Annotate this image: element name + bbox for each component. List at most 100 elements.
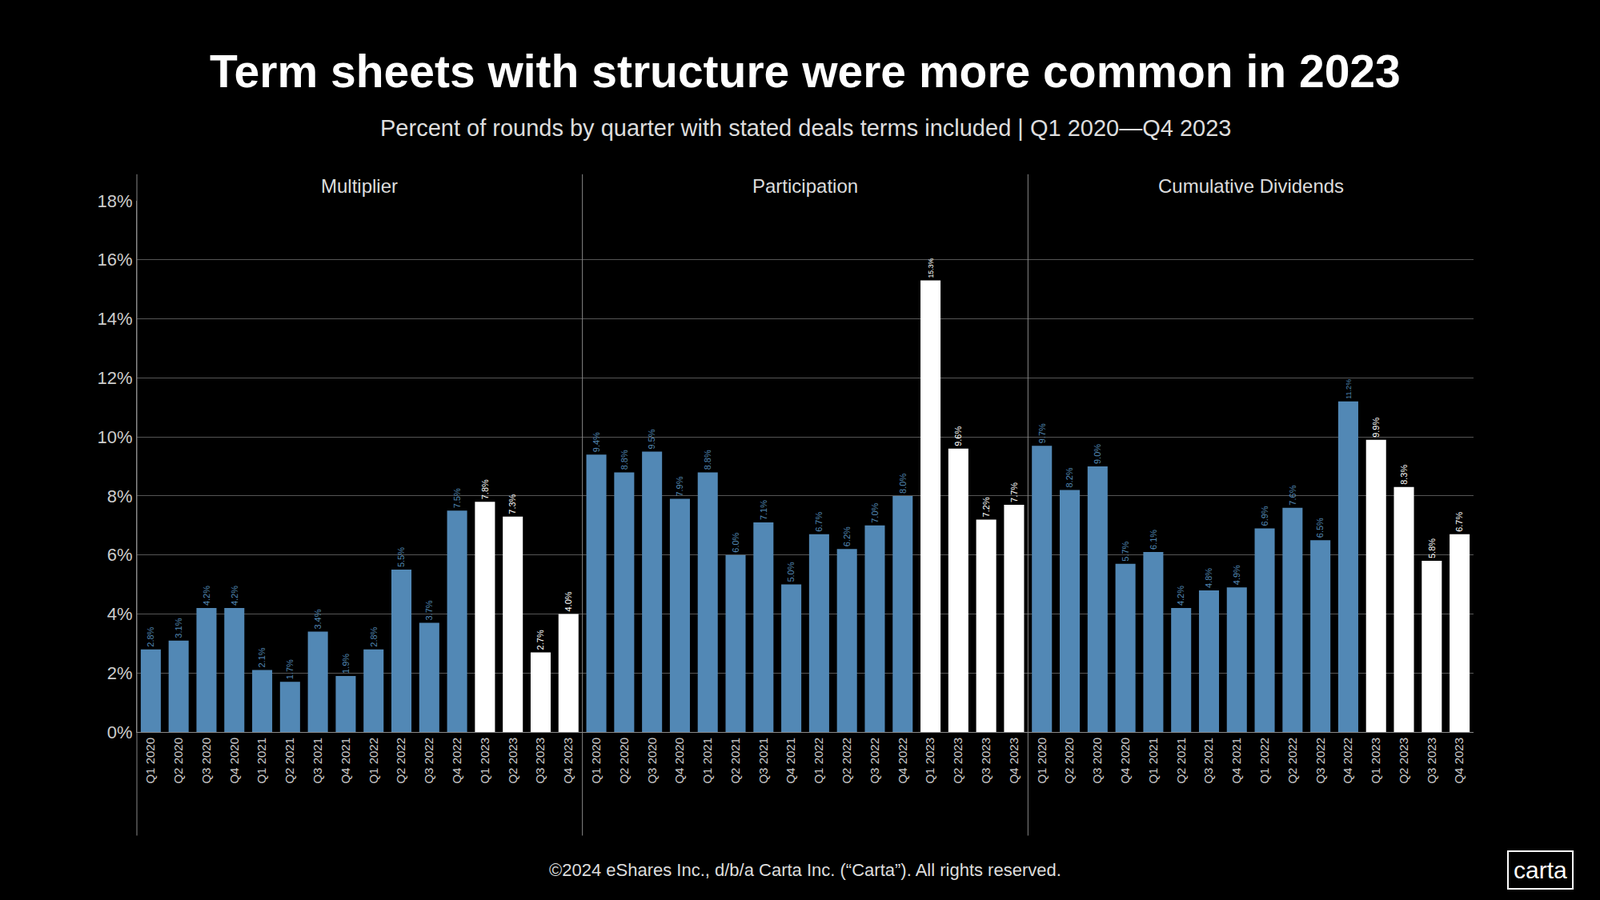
svg-text:9.5%: 9.5% [646,429,657,450]
svg-text:Q4 2023: Q4 2023 [1451,737,1466,785]
svg-text:Q3 2021: Q3 2021 [756,737,770,785]
svg-text:Q2 2021: Q2 2021 [728,737,742,785]
svg-text:5.0%: 5.0% [785,561,796,582]
svg-text:Q3 2021: Q3 2021 [1201,737,1216,785]
svg-text:Q3 2021: Q3 2021 [310,737,325,785]
svg-text:9.4%: 9.4% [591,432,602,453]
svg-text:Q4 2020: Q4 2020 [227,737,241,785]
svg-text:Q1 2023: Q1 2023 [1368,737,1383,785]
svg-text:6.7%: 6.7% [1454,512,1464,533]
svg-text:7.6%: 7.6% [1287,485,1298,506]
svg-text:12%: 12% [97,368,133,389]
svg-text:7.7%: 7.7% [1009,482,1019,503]
svg-text:9.7%: 9.7% [1037,423,1047,444]
svg-text:11.2%: 11.2% [1344,379,1353,400]
svg-text:4.0%: 4.0% [563,591,574,612]
svg-text:4.8%: 4.8% [1203,568,1214,589]
svg-text:Q3 2022: Q3 2022 [1313,737,1328,785]
svg-text:8.0%: 8.0% [898,473,908,494]
svg-text:Q1 2023: Q1 2023 [477,737,492,785]
svg-text:0%: 0% [107,722,133,743]
svg-text:15.3%: 15.3% [926,257,935,278]
svg-text:5.7%: 5.7% [1120,541,1131,562]
svg-text:7.9%: 7.9% [674,476,685,497]
svg-text:Q2 2023: Q2 2023 [505,737,520,785]
svg-text:Q2 2020: Q2 2020 [617,737,631,785]
svg-text:Q3 2020: Q3 2020 [199,737,213,785]
svg-text:Q3 2023: Q3 2023 [1424,737,1439,785]
svg-text:Q2 2022: Q2 2022 [1285,737,1300,785]
svg-text:Q4 2022: Q4 2022 [1340,737,1355,785]
svg-text:Q4 2021: Q4 2021 [338,737,353,785]
svg-text:6.9%: 6.9% [1259,505,1270,526]
svg-text:Q4 2020: Q4 2020 [672,737,686,785]
svg-text:carta: carta [1513,857,1568,884]
svg-text:7.5%: 7.5% [452,488,462,509]
svg-text:3.1%: 3.1% [173,617,184,638]
svg-text:7.1%: 7.1% [758,500,769,521]
svg-text:Cumulative Dividends: Cumulative Dividends [1158,175,1344,197]
svg-text:5.8%: 5.8% [1427,538,1437,559]
svg-text:6.0%: 6.0% [730,532,741,553]
svg-text:2.1%: 2.1% [256,647,267,668]
svg-text:7.8%: 7.8% [480,479,490,500]
svg-text:3.4%: 3.4% [312,609,323,630]
svg-text:Q1 2023: Q1 2023 [922,737,937,785]
svg-text:Q4 2023: Q4 2023 [561,737,575,785]
svg-text:2.8%: 2.8% [368,626,379,647]
svg-text:2.8%: 2.8% [145,626,156,647]
svg-text:Q4 2021: Q4 2021 [1229,737,1244,785]
svg-text:6.5%: 6.5% [1315,517,1325,538]
svg-text:Q3 2022: Q3 2022 [867,737,882,785]
svg-text:Q3 2023: Q3 2023 [533,737,547,785]
svg-text:Term sheets with structure wer: Term sheets with structure were more com… [209,45,1401,97]
svg-text:Q2 2023: Q2 2023 [1396,737,1411,785]
svg-text:6.2%: 6.2% [842,526,852,547]
svg-text:Multiplier: Multiplier [320,175,398,197]
svg-text:Q3 2023: Q3 2023 [978,737,993,785]
svg-text:Q4 2021: Q4 2021 [783,737,798,785]
svg-text:8.8%: 8.8% [702,449,713,470]
svg-text:7.2%: 7.2% [981,497,991,518]
svg-text:4%: 4% [107,604,133,625]
svg-text:Q3 2022: Q3 2022 [421,737,436,785]
svg-text:1.9%: 1.9% [340,653,351,674]
svg-text:Q2 2021: Q2 2021 [1174,737,1188,785]
svg-text:Q1 2021: Q1 2021 [1146,737,1160,785]
svg-text:Q2 2021: Q2 2021 [282,737,297,785]
svg-text:Percent of rounds by quarter w: Percent of rounds by quarter with stated… [380,115,1232,141]
svg-text:Q1 2022: Q1 2022 [366,737,381,785]
svg-text:8.3%: 8.3% [1399,465,1409,486]
svg-text:2.7%: 2.7% [535,629,546,650]
svg-text:8.2%: 8.2% [1064,467,1075,488]
svg-text:Q1 2021: Q1 2021 [254,737,269,785]
svg-text:Q2 2023: Q2 2023 [950,737,965,785]
svg-text:18%: 18% [97,191,133,212]
svg-text:Participation: Participation [752,175,859,197]
svg-text:Q2 2022: Q2 2022 [839,737,854,785]
svg-text:Q3 2020: Q3 2020 [645,737,659,785]
svg-text:4.2%: 4.2% [229,585,240,606]
svg-text:Q4 2020: Q4 2020 [1118,737,1132,785]
svg-text:6%: 6% [107,545,133,566]
svg-text:7.3%: 7.3% [507,493,518,514]
svg-text:Q1 2022: Q1 2022 [1257,737,1272,785]
svg-text:2%: 2% [107,663,133,684]
svg-text:1.7%: 1.7% [284,659,295,680]
svg-text:Q2 2020: Q2 2020 [1062,737,1076,785]
svg-text:Q1 2020: Q1 2020 [143,737,157,785]
svg-text:6.7%: 6.7% [814,512,824,533]
svg-text:8%: 8% [107,486,133,507]
svg-text:4.9%: 4.9% [1231,565,1242,586]
svg-text:9.0%: 9.0% [1092,444,1103,465]
svg-text:©2024 eShares Inc., d/b/a Cart: ©2024 eShares Inc., d/b/a Carta Inc. (“C… [549,860,1062,881]
svg-text:Q4 2022: Q4 2022 [449,737,464,785]
svg-text:Q2 2020: Q2 2020 [171,737,185,785]
svg-text:Q2 2022: Q2 2022 [393,737,408,785]
svg-text:8.8%: 8.8% [619,449,630,470]
svg-text:4.2%: 4.2% [201,585,212,606]
svg-text:7.0%: 7.0% [870,503,880,524]
svg-text:4.2%: 4.2% [1175,585,1186,606]
svg-text:6.1%: 6.1% [1148,529,1159,550]
svg-text:Q1 2020: Q1 2020 [589,737,603,785]
